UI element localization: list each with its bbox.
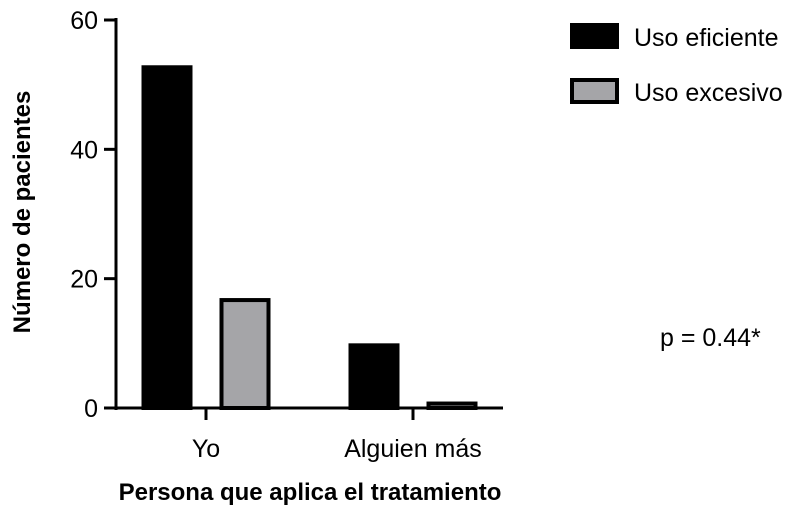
x-tick-label: Yo [192,435,220,463]
bar [141,65,193,411]
x-axis-title: Persona que aplica el tratamiento [119,479,502,506]
y-tick-label: 20 [70,266,98,294]
bar [219,298,271,411]
x-tick-label: Alguien más [344,435,482,463]
y-tick-label: 0 [84,395,98,423]
legend-label: Uso eficiente [634,24,779,52]
legend-label: Uso excesivo [634,79,783,107]
y-axis-title: Número de pacientes [9,91,36,334]
bar [348,343,400,411]
y-axis: 0 20 40 60 [70,7,118,423]
y-tick-label: 60 [70,7,98,35]
bars-group [141,65,478,411]
legend: Uso eficiente Uso excesivo [570,23,783,107]
legend-swatch [570,78,619,104]
legend-swatch [570,23,619,49]
y-tick-label: 40 [70,136,98,164]
p-value-annotation: p = 0.44* [660,324,761,352]
x-axis: Yo Alguien más [114,406,503,463]
